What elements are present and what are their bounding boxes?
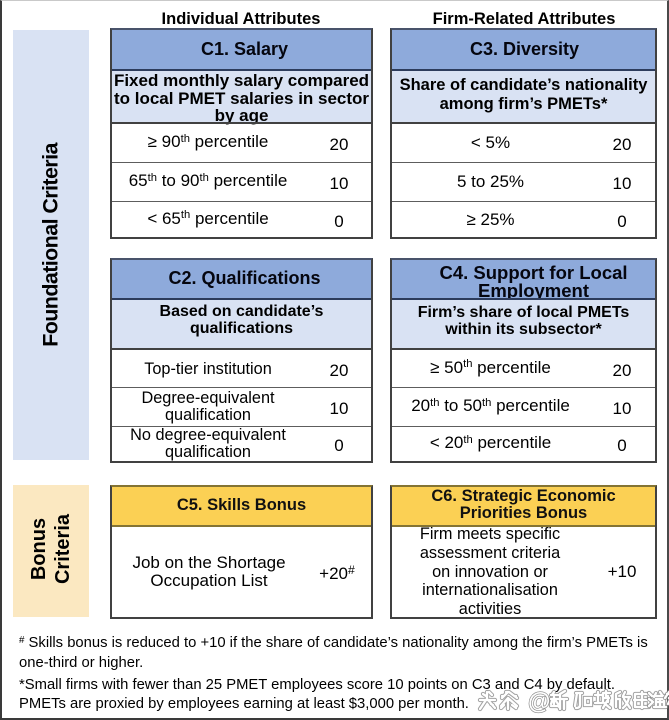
svg-text:@: @ (528, 688, 550, 714)
